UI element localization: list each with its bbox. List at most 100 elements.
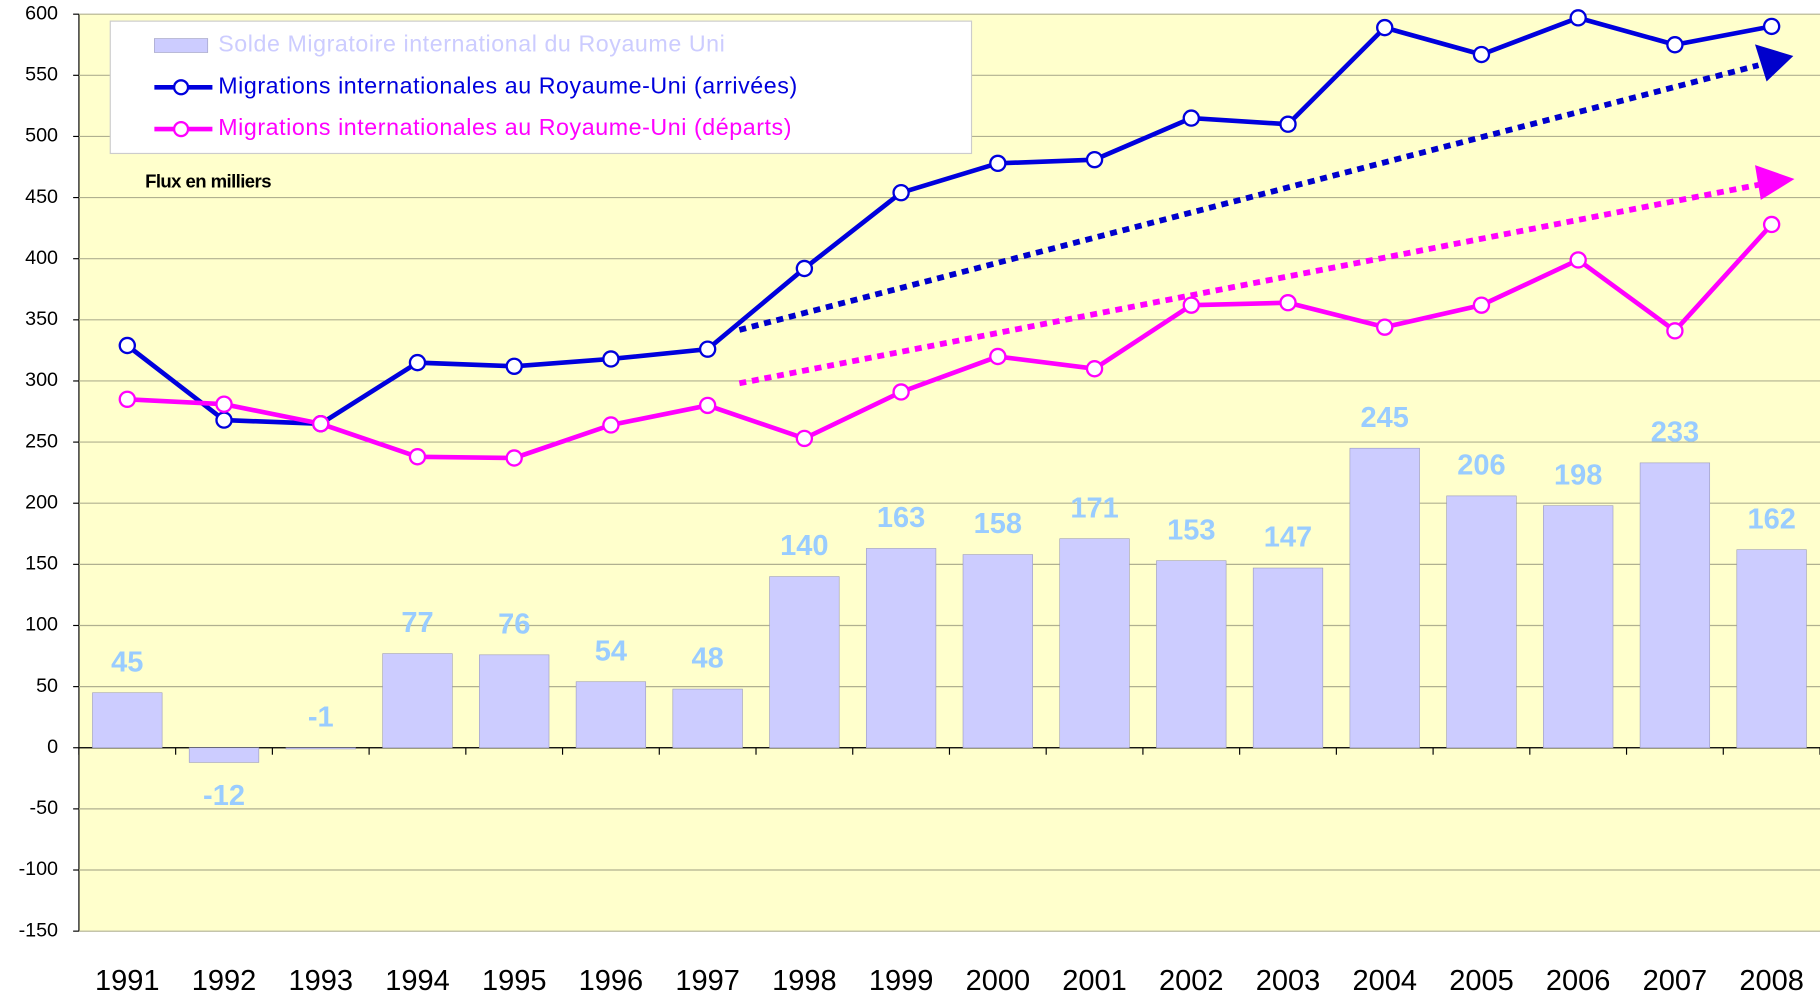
point	[1762, 17, 1781, 36]
bar	[1639, 462, 1711, 749]
x-tick-label: 2000	[966, 965, 1031, 997]
value-label: 198	[1554, 459, 1602, 491]
point	[698, 340, 717, 358]
legend-label: Migrations internationales au Royaume-Un…	[218, 72, 798, 98]
bar	[188, 747, 260, 763]
bar	[285, 747, 356, 750]
bar	[479, 654, 550, 749]
x-tick-label: 1991	[95, 965, 160, 997]
point	[215, 411, 233, 429]
x-tick-label: 2001	[1062, 965, 1127, 997]
value-label: 77	[401, 607, 433, 639]
x-tick-label: 1998	[772, 965, 837, 997]
point	[1182, 109, 1200, 127]
value-label: 206	[1457, 450, 1505, 482]
value-label: 54	[595, 635, 627, 667]
point	[118, 336, 136, 355]
point	[312, 415, 330, 433]
x-tick-label: 1999	[869, 965, 934, 997]
annotation: Flux en milliers	[145, 170, 271, 191]
trend-arrows	[738, 44, 1795, 387]
point	[408, 353, 427, 372]
x-tick-label: 2005	[1449, 965, 1514, 997]
trend-line	[738, 62, 1760, 333]
point	[1182, 296, 1200, 314]
value-label: 245	[1361, 402, 1409, 434]
point	[1085, 150, 1104, 169]
y-tick-label: 500	[25, 125, 58, 147]
bar	[92, 692, 163, 749]
x-tick-label: 1997	[675, 965, 740, 997]
arrow-head	[1755, 44, 1794, 82]
bar	[962, 554, 1033, 749]
point	[602, 350, 620, 368]
x-tick-label: 1996	[579, 965, 644, 997]
y-tick-label: 0	[47, 736, 58, 758]
bar	[575, 681, 647, 749]
value-label: -1	[308, 701, 334, 733]
point	[1376, 18, 1394, 37]
bars: 45 -12 -1 77 76 54 48 140 163 158 171 153 147 245 206 1…	[92, 402, 1807, 812]
lines	[118, 9, 1781, 467]
y-tick-label: -150	[19, 919, 58, 941]
point	[1376, 318, 1394, 336]
point	[1666, 322, 1684, 340]
point	[215, 395, 233, 413]
bar	[1543, 505, 1614, 749]
point	[1472, 296, 1491, 314]
y-tick-label: 200	[25, 491, 58, 513]
legend-swatch	[154, 38, 209, 53]
point	[1569, 9, 1587, 27]
point	[989, 347, 1007, 366]
point	[505, 357, 523, 375]
y-tick-label: -100	[19, 858, 58, 880]
legend: Solde Migratoire international du Royaum…	[109, 20, 973, 155]
point	[118, 390, 136, 409]
y-tick-label: 300	[25, 369, 58, 391]
bar	[1156, 560, 1227, 749]
y-tick-label: 100	[25, 614, 58, 636]
x-tick-label: 2007	[1643, 965, 1708, 997]
x-tick-label: 1992	[192, 965, 257, 997]
bar	[672, 688, 743, 749]
x-tick-label: 1994	[385, 965, 450, 997]
value-label: 48	[692, 643, 724, 675]
x-tick-label: 2004	[1352, 965, 1417, 997]
value-label: 162	[1747, 503, 1795, 535]
point	[698, 396, 717, 415]
value-label: 171	[1070, 492, 1118, 524]
y-tick-label: 50	[36, 675, 58, 697]
legend-swatch	[172, 79, 190, 96]
y-tick-label: 150	[25, 553, 58, 575]
bar	[1252, 567, 1324, 749]
legend-swatch	[172, 120, 190, 138]
plot-area	[78, 14, 1820, 932]
point	[1472, 45, 1491, 64]
bar	[769, 576, 840, 749]
y-tick-label: 450	[25, 186, 58, 208]
x-tick-label: 2008	[1739, 965, 1804, 997]
point	[795, 259, 814, 278]
legend-box	[109, 20, 973, 155]
bar	[1446, 495, 1517, 749]
value-label: 233	[1651, 417, 1699, 449]
x-tick-label: 2003	[1256, 965, 1321, 997]
bar	[382, 653, 453, 749]
y-tick-label: 250	[25, 430, 58, 452]
point	[602, 416, 620, 434]
y-tick-label: 400	[25, 247, 58, 269]
x-tick-label: 2002	[1159, 965, 1224, 997]
value-label: 45	[111, 646, 143, 678]
line	[127, 222, 1774, 461]
point	[1279, 294, 1297, 312]
point	[1762, 215, 1781, 234]
value-label: 76	[498, 608, 530, 640]
bar	[1059, 538, 1130, 749]
value-label: -12	[203, 780, 245, 812]
point	[1569, 251, 1587, 269]
point	[1279, 115, 1297, 133]
point	[989, 154, 1007, 173]
value-label: 140	[780, 530, 828, 562]
legend-label: Migrations internationales au Royaume-Un…	[218, 114, 792, 140]
